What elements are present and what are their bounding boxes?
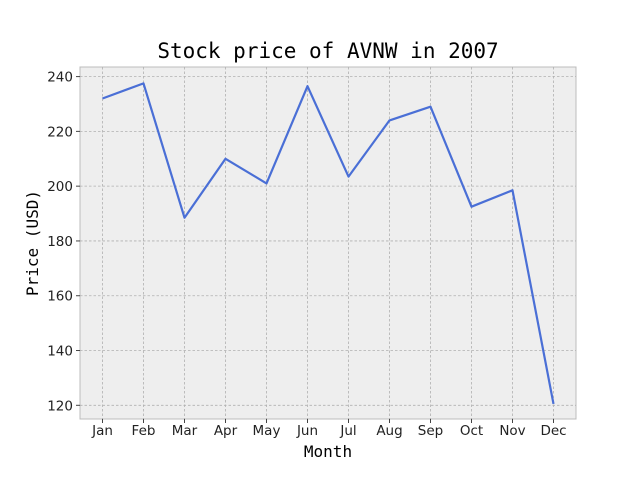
- x-tick-label: Aug: [376, 423, 402, 439]
- x-tick-label: Sep: [418, 423, 443, 439]
- x-tick-label: Oct: [460, 423, 483, 439]
- x-tick-label: Nov: [499, 423, 525, 439]
- y-axis-label: Price (USD): [23, 190, 42, 296]
- x-tick-label: Apr: [214, 423, 238, 439]
- y-tick-label: 120: [47, 398, 73, 414]
- grid-lines: [80, 67, 576, 419]
- x-tick-label: Jun: [296, 423, 318, 439]
- y-tick-label: 240: [47, 70, 73, 86]
- x-tick-label: Jul: [339, 423, 356, 439]
- x-axis: Jan Feb Mar Apr May Jun Jul Aug Sep Oct Nov Dec: [91, 419, 567, 439]
- y-axis: 120 140 160 180 200 220 240: [47, 70, 80, 414]
- y-tick-label: 140: [47, 344, 73, 360]
- chart-title: Stock price of AVNW in 2007: [157, 39, 498, 63]
- x-tick-label: May: [253, 423, 281, 439]
- x-tick-label: Dec: [540, 423, 566, 439]
- series-layer: [102, 82, 555, 405]
- y-tick-label: 200: [47, 179, 73, 195]
- plot-area: [79, 66, 577, 420]
- y-tick-label: 180: [47, 234, 73, 250]
- x-tick-label: Feb: [132, 423, 156, 439]
- series-line: [102, 82, 555, 405]
- x-axis-label: Month: [304, 442, 352, 461]
- x-tick-label: Mar: [172, 423, 198, 439]
- y-tick-label: 160: [47, 289, 73, 305]
- y-tick-label: 220: [47, 124, 73, 140]
- x-tick-label: Jan: [91, 423, 113, 439]
